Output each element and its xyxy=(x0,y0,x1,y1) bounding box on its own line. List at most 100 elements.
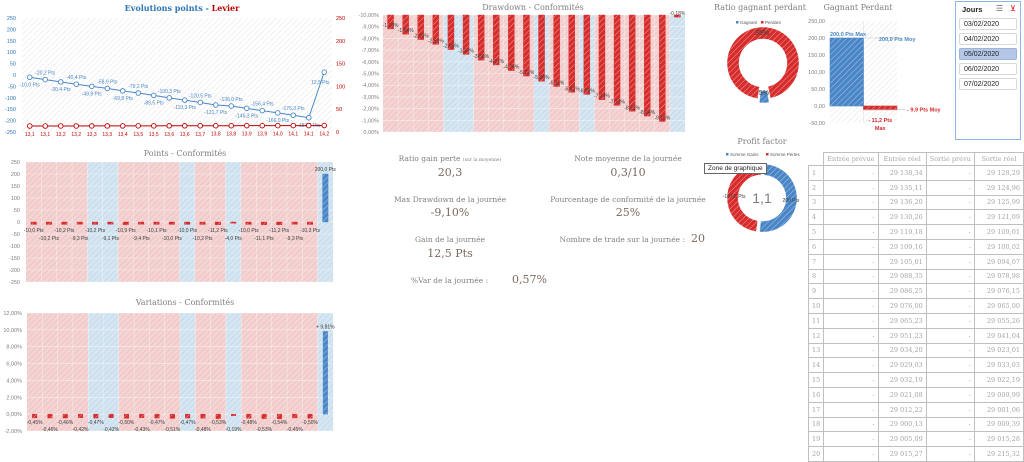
clear-filter-icon[interactable]: ⊻ xyxy=(1010,4,1016,13)
data-label: -0,19% xyxy=(226,427,242,433)
row-number-cell: 1 xyxy=(807,165,825,181)
evolution-title-points: Evolutions points - xyxy=(124,3,212,13)
entree-reel-cell: 29 130,26 xyxy=(877,209,927,226)
entree-reel-cell: 29 034,20 xyxy=(877,342,927,359)
slicer-item[interactable]: 03/02/2020 xyxy=(959,18,1017,30)
entree-reel-cell: 29 065,23 xyxy=(877,312,927,329)
data-label: -11,2 Pts xyxy=(269,228,289,234)
data-label: -4,27% xyxy=(488,59,504,65)
slicer-item[interactable]: 07/02/2020 xyxy=(959,78,1017,90)
y-tick-label: 200 xyxy=(11,172,20,178)
kpi-var-label: %Var de la journée : xyxy=(411,276,489,285)
kpi-drawdown-value: -9,10% xyxy=(430,206,470,219)
bar xyxy=(169,413,175,419)
sortie-prevu-cell: - xyxy=(925,431,975,448)
levier-label: 13,8 xyxy=(226,132,236,138)
y-tick-label: -9,00% xyxy=(362,25,380,31)
entree-prevue-cell: - xyxy=(823,446,879,462)
sortie-prevu-cell: - xyxy=(925,268,975,285)
levier-marker xyxy=(306,122,312,129)
bar xyxy=(276,413,282,419)
sortie-reel-cell: 29 100,02 xyxy=(973,238,1024,255)
entree-prevue-cell: - xyxy=(823,416,879,433)
kpi-drawdown-label: Max Drawdown de la journée xyxy=(393,195,507,204)
legend-entry: Somme Gains xyxy=(730,152,759,157)
sortie-reel-cell: 29 055,26 xyxy=(973,312,1024,329)
entree-prevue-cell: - xyxy=(823,386,879,403)
table-row: 6-29 109,16-29 100,02 xyxy=(807,238,1024,255)
jours-slicer[interactable]: Jours ☰ ⊻ 03/02/2020 04/02/2020 05/02/20… xyxy=(955,1,1021,140)
data-label: -11,2 Pts xyxy=(208,228,228,234)
sortie-prevu-cell: - xyxy=(925,298,975,314)
y-tick-label: -2,00% xyxy=(5,429,23,435)
data-label: -0,42% xyxy=(103,427,119,433)
y-tick-label: 2,00% xyxy=(6,395,22,401)
slicer-item[interactable]: 04/02/2020 xyxy=(959,33,1017,45)
levier-marker xyxy=(259,122,266,129)
multi-select-icon[interactable]: ☰ xyxy=(996,4,1004,13)
points-chart-title: Points - Conformités xyxy=(143,149,227,158)
points-marker xyxy=(197,99,203,106)
entree-prevue-cell: - xyxy=(823,312,879,329)
bar xyxy=(477,14,485,61)
entree-prevue-cell: - xyxy=(823,357,879,374)
entree-reel-cell: 29 032,19 xyxy=(877,372,927,388)
points-label: -100,3 Pts xyxy=(158,89,181,95)
levier-label: 14,0 xyxy=(273,132,283,138)
bar xyxy=(32,413,38,419)
profit-factor-donut: 200 Pts -187,5 Pts Somme Gains Somme Pertes… xyxy=(723,152,801,233)
kpi-ratio-sublabel: (sur la moyenne) xyxy=(462,158,502,163)
y-tick-label: 250 xyxy=(7,16,16,22)
bar xyxy=(246,413,252,419)
sortie-prevu-cell: - xyxy=(925,179,975,196)
entree-prevue-cell: - xyxy=(823,372,879,388)
data-label: -0,50% xyxy=(302,420,318,426)
levier-label: 14,1 xyxy=(288,132,298,138)
variations-chart-title: Variations - Conformités xyxy=(135,298,235,307)
levier-label: 14,2 xyxy=(319,132,329,138)
header-entree-reel: Entrée réel xyxy=(877,152,927,166)
sortie-reel-cell: 29 125,99 xyxy=(973,194,1024,211)
data-label: -0,42% xyxy=(73,427,89,433)
kpi-ratio-label: Ratio gain perte (sur la moyenne) xyxy=(399,154,502,163)
data-label: -8,64% xyxy=(639,110,655,116)
data-label: 200,0 Pts xyxy=(315,167,337,173)
data-label: -0,43% xyxy=(134,427,150,433)
entree-reel-cell: 29 005,09 xyxy=(877,431,927,448)
entree-reel-cell: 29 138,34 xyxy=(877,165,927,181)
data-label: -10,2 Pts xyxy=(193,236,214,242)
y-tick-label: -6,00% xyxy=(362,60,380,66)
levier-label: 13,8 xyxy=(211,132,221,138)
y-tick-label: -150 xyxy=(5,107,16,113)
sortie-prevu-cell: - xyxy=(925,372,975,388)
data-label: -10,0 Pts xyxy=(162,236,183,242)
sortie-prevu-cell: - xyxy=(925,253,975,270)
data-label: -3,86% xyxy=(473,54,489,60)
bar xyxy=(62,413,68,419)
sortie-prevu-cell: - xyxy=(925,327,975,344)
levier-label: 13,9 xyxy=(257,132,267,138)
data-label: -7,73% xyxy=(609,99,625,105)
levier-marker xyxy=(197,123,203,129)
bar xyxy=(168,221,175,225)
sortie-reel-cell: 29 078,98 xyxy=(973,268,1024,285)
sortie-prevu-cell: - xyxy=(925,209,975,226)
nonconform-band xyxy=(72,313,89,431)
loss-max-label-2: Max xyxy=(875,126,887,132)
levier-marker xyxy=(104,123,110,129)
slicer-item[interactable]: 06/02/2020 xyxy=(959,63,1017,75)
bar xyxy=(30,221,37,225)
bar xyxy=(553,14,560,87)
profit-factor-title: Profit factor xyxy=(737,137,787,146)
bar xyxy=(231,413,237,416)
bar xyxy=(462,14,470,55)
y-tick-label: 100 xyxy=(7,50,16,56)
data-label: -9,3 Pts xyxy=(71,236,89,242)
chart-area-tooltip: Zone de graphique xyxy=(704,163,767,174)
bar xyxy=(92,221,99,225)
table-row: 11-29 065,23-29 055,26 xyxy=(807,312,1024,329)
slicer-item-selected[interactable]: 05/02/2020 xyxy=(959,48,1017,60)
sortie-prevu-cell: - xyxy=(925,357,975,374)
data-label: -0,53% xyxy=(256,427,272,433)
bar xyxy=(230,221,237,224)
